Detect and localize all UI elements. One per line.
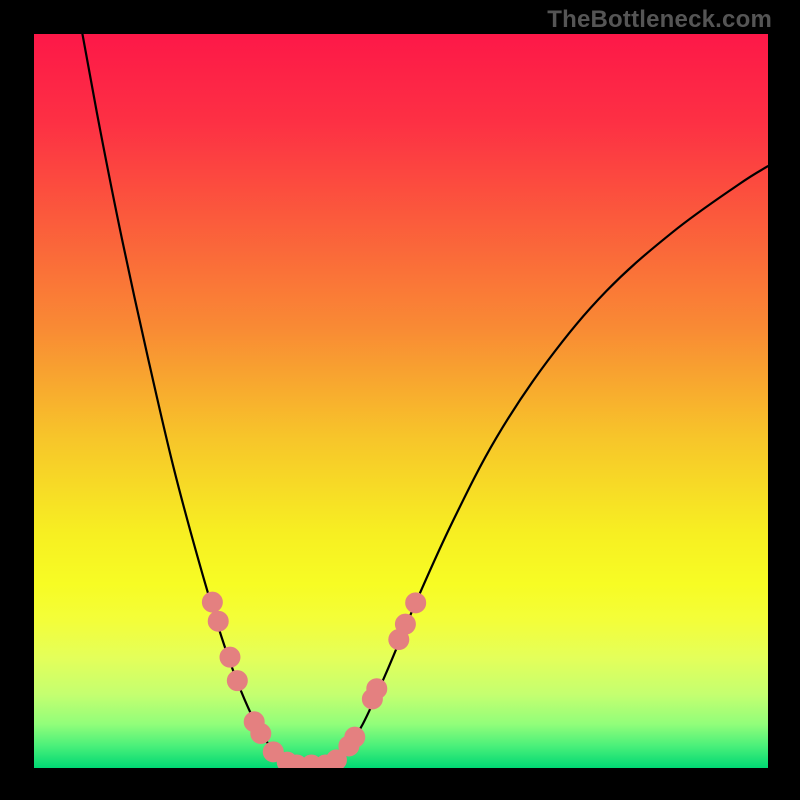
data-marker <box>367 679 387 699</box>
data-marker <box>251 724 271 744</box>
data-marker <box>208 611 228 631</box>
gradient-background <box>34 34 768 768</box>
data-marker <box>395 614 415 634</box>
plot-area <box>34 34 768 768</box>
data-marker <box>220 647 240 667</box>
data-marker <box>227 671 247 691</box>
chart-frame <box>0 0 800 800</box>
data-marker <box>345 727 365 747</box>
bottleneck-chart <box>34 34 768 768</box>
data-marker <box>406 593 426 613</box>
watermark-text: TheBottleneck.com <box>547 6 772 34</box>
data-marker <box>202 592 222 612</box>
